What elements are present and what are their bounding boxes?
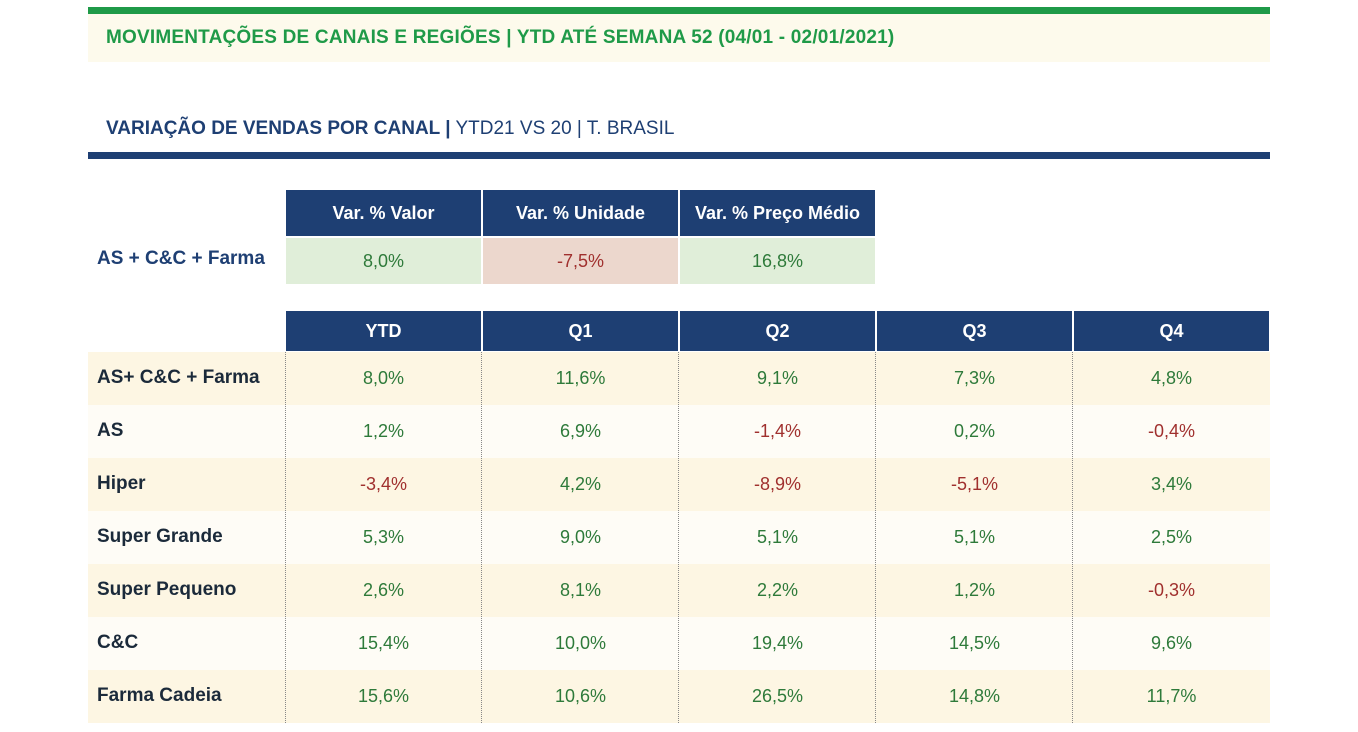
table-cell: 0,2% — [953, 421, 996, 441]
table-cell: 4,2% — [559, 474, 602, 494]
quarter-header-cell: Q4 — [1074, 311, 1269, 351]
table-cell: 5,1% — [756, 527, 799, 547]
table-cell: -0,4% — [1147, 421, 1196, 441]
table-cell: 5,1% — [953, 527, 996, 547]
table-cell: -0,3% — [1147, 580, 1196, 600]
table-cell: 14,8% — [948, 686, 1001, 706]
row-label: Super Grande — [97, 526, 223, 547]
table-cell: 2,5% — [1150, 527, 1193, 547]
section-heading: VARIAÇÃO DE VENDAS POR CANAL | YTD21 VS … — [106, 118, 674, 140]
table-cell: 8,1% — [559, 580, 602, 600]
table-cell: 8,0% — [362, 368, 405, 388]
column-divider — [481, 352, 482, 723]
table-cell: 26,5% — [751, 686, 804, 706]
row-label: Farma Cadeia — [97, 685, 222, 706]
table-cell: 10,0% — [554, 633, 607, 653]
quarter-header-cell: Q3 — [877, 311, 1072, 351]
column-divider — [285, 352, 286, 723]
table-cell: 2,2% — [756, 580, 799, 600]
table-cell: 11,6% — [555, 368, 606, 388]
row-label: C&C — [97, 632, 139, 653]
quarter-header-cell: YTD — [286, 311, 481, 351]
table-cell: 7,3% — [953, 368, 996, 388]
table-cell: 9,6% — [1150, 633, 1193, 653]
table-cell: 14,5% — [948, 633, 1001, 653]
row-label: Super Pequeno — [97, 579, 237, 600]
table-cell: 9,1% — [756, 368, 799, 388]
table-cell: 4,8% — [1150, 368, 1193, 388]
table-cell: 11,7% — [1146, 686, 1197, 706]
page-title: MOVIMENTAÇÕES DE CANAIS E REGIÕES | YTD … — [106, 27, 895, 48]
table-cell: 9,0% — [559, 527, 602, 547]
table-cell: 10,6% — [554, 686, 607, 706]
quarter-header-cell: Q2 — [680, 311, 875, 351]
summary-header-cell: Var. % Valor — [286, 190, 481, 236]
column-divider — [678, 352, 679, 723]
row-label: AS+ C&C + Farma — [97, 367, 260, 388]
section-rule — [88, 152, 1270, 159]
table-cell: -3,4% — [359, 474, 408, 494]
table-cell: 3,4% — [1150, 474, 1193, 494]
summary-header-cell: Var. % Unidade — [483, 190, 678, 236]
table-cell: 15,4% — [357, 633, 410, 653]
table-cell: -5,1% — [950, 474, 999, 494]
section-title-strong: VARIAÇÃO DE VENDAS POR CANAL | — [106, 118, 451, 139]
summary-value-cell: 16,8% — [680, 238, 875, 284]
top-accent-rule — [88, 7, 1270, 14]
table-cell: -8,9% — [753, 474, 802, 494]
row-label: Hiper — [97, 473, 146, 494]
table-cell: 19,4% — [751, 633, 804, 653]
summary-value-cell: -7,5% — [483, 238, 678, 284]
table-cell: 15,6% — [357, 686, 410, 706]
table-cell: 2,6% — [362, 580, 405, 600]
table-cell: 5,3% — [362, 527, 405, 547]
column-divider — [1072, 352, 1073, 723]
table-cell: 1,2% — [362, 421, 405, 441]
summary-header-cell: Var. % Preço Médio — [680, 190, 875, 236]
summary-row-label: AS + C&C + Farma — [97, 248, 265, 269]
table-cell: 1,2% — [953, 580, 996, 600]
summary-value-cell: 8,0% — [286, 238, 481, 284]
table-cell: -1,4% — [753, 421, 802, 441]
table-cell: 6,9% — [559, 421, 602, 441]
quarter-header-cell: Q1 — [483, 311, 678, 351]
top-banner: MOVIMENTAÇÕES DE CANAIS E REGIÕES | YTD … — [88, 14, 1270, 62]
row-label: AS — [97, 420, 124, 441]
section-title-rest: YTD21 VS 20 | T. BRASIL — [450, 118, 675, 139]
column-divider — [875, 352, 876, 723]
